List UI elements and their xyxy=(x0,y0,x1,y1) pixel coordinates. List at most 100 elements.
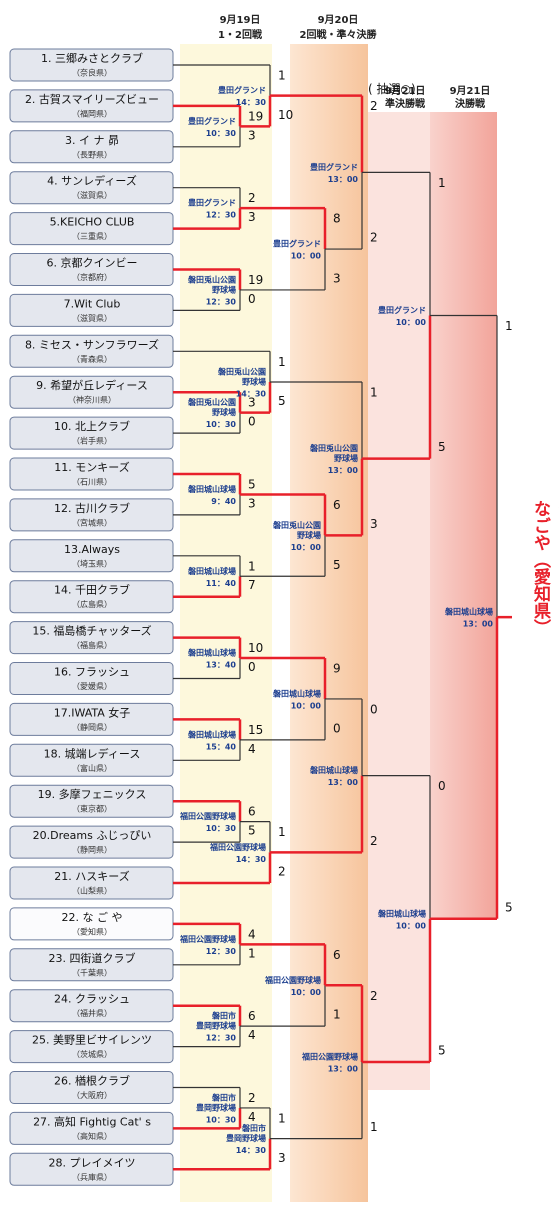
match-time: 14：30 xyxy=(236,855,267,864)
score: 4 xyxy=(248,1110,256,1124)
header-date: 9月19日 xyxy=(220,14,261,26)
team-name: 6. 京都クインビー xyxy=(47,256,138,270)
team-pref: （大阪府） xyxy=(72,1090,112,1100)
team-pref: （石川県） xyxy=(72,478,112,487)
score: 5 xyxy=(248,824,256,838)
team-name: 23. 四街道クラブ xyxy=(49,951,136,965)
venue: 磐田兎山公園 xyxy=(310,443,358,453)
match-time: 14：30 xyxy=(236,98,267,107)
team-pref: （京都府） xyxy=(72,272,112,282)
team-pref: （千葉県） xyxy=(72,967,112,977)
match-time: 12：30 xyxy=(206,211,237,220)
venue: 福田公園野球場 xyxy=(264,975,321,985)
score: 3 xyxy=(248,496,256,510)
match-time: 10：30 xyxy=(206,420,237,429)
venue: 磐田城山球場 xyxy=(188,566,236,576)
team-pref: （愛知県） xyxy=(72,926,112,936)
team-pref: （静岡県） xyxy=(72,722,112,732)
team-name: 25. 美野里ビサイレンツ xyxy=(32,1034,152,1047)
score: 1 xyxy=(248,946,256,960)
team-pref: （広島県） xyxy=(72,599,112,609)
venue: 磐田城山球場 xyxy=(310,765,358,775)
score: 2 xyxy=(370,834,378,848)
team-pref: （福井県） xyxy=(72,1008,112,1018)
match-time: 12：30 xyxy=(206,1034,237,1043)
venue: 豊田グランド xyxy=(188,116,236,126)
team-name: 19. 多摩フェニックス xyxy=(38,787,147,801)
venue: 野球場 xyxy=(297,530,321,540)
team-name: 24. クラッシュ xyxy=(54,993,130,1006)
score: 6 xyxy=(248,1009,256,1023)
venue: 磐田市 xyxy=(212,1092,236,1102)
venue: 磐田兎山公園 xyxy=(188,274,236,284)
team-name: 12. 古川クラブ xyxy=(54,501,130,515)
team-pref: （福島県） xyxy=(72,640,112,650)
score: 5 xyxy=(278,394,286,408)
score: 19 xyxy=(248,273,263,287)
score: 1 xyxy=(370,385,378,399)
score: 3 xyxy=(248,396,256,410)
header-date: 9月21日 xyxy=(450,85,491,97)
header-round: 決勝戦 xyxy=(455,97,486,110)
venue: 福田公園野球場 xyxy=(179,934,236,944)
team-pref: （滋賀県） xyxy=(72,190,112,200)
score: 3 xyxy=(333,271,341,285)
match-time: 12：30 xyxy=(206,297,237,306)
match-time: 10：00 xyxy=(396,318,427,327)
venue: 福田公園野球場 xyxy=(301,1051,358,1061)
score: 2 xyxy=(278,865,286,879)
score: 3 xyxy=(370,517,378,531)
day1-band xyxy=(180,44,272,1202)
match-time: 12：30 xyxy=(206,947,237,956)
match-time: 13：00 xyxy=(328,778,359,787)
team-name: 11. モンキーズ xyxy=(54,460,129,474)
score: 3 xyxy=(248,210,256,224)
team-pref: （富山県） xyxy=(72,763,112,773)
score: 5 xyxy=(248,478,256,492)
venue: 磐田城山球場 xyxy=(378,908,426,918)
semi-band xyxy=(368,112,430,1090)
match-time: 10：00 xyxy=(291,252,322,261)
match-time: 13：00 xyxy=(328,466,359,475)
header-round: 2回戦・準々決勝 xyxy=(300,28,378,41)
team-pref: （奈良県） xyxy=(72,68,112,78)
venue: 野球場 xyxy=(242,376,266,386)
team-name: 22. な ご や xyxy=(62,910,123,924)
match-time: 10：30 xyxy=(206,129,237,138)
team-name: 2. 古賀スマイリーズビュー xyxy=(25,92,159,106)
venue: 磐田城山球場 xyxy=(188,484,236,494)
team-name: 4. サンレディーズ xyxy=(47,174,137,188)
team-pref: （神奈川県） xyxy=(68,395,116,405)
venue: 豊岡野球場 xyxy=(196,1021,236,1031)
score: 6 xyxy=(333,498,341,512)
score: 10 xyxy=(248,641,263,655)
team-name: 1. 三郷みさとクラブ xyxy=(41,51,143,65)
score: 4 xyxy=(248,742,256,756)
score: 1 xyxy=(278,825,286,839)
team-pref: （埼玉県） xyxy=(72,558,112,568)
score: 3 xyxy=(248,128,256,142)
header-date: 9月20日 xyxy=(318,14,359,26)
match-time: 10：00 xyxy=(291,988,322,997)
venue: 豊田グランド xyxy=(218,85,266,95)
score: 9 xyxy=(333,662,341,676)
team-name: 8. ミセス・サンフラワーズ xyxy=(25,337,159,351)
team-name: 15. 福島橋チャッターズ xyxy=(32,624,151,638)
score: 0 xyxy=(248,292,256,306)
team-pref: （岩手県） xyxy=(72,436,112,446)
champion: 優勝 なごや（愛知県） xyxy=(528,500,559,656)
score: 0 xyxy=(248,660,256,674)
team-pref: （高知県） xyxy=(72,1131,112,1141)
score: 2 xyxy=(370,989,378,1003)
venue: 磐田市 xyxy=(242,1123,266,1133)
venue: 福田公園野球場 xyxy=(209,842,266,852)
venue: 野球場 xyxy=(212,407,236,417)
score: 2 xyxy=(248,1091,256,1105)
score: 2 xyxy=(370,99,378,113)
team-name: 27. 高知 Fightig Cat' s xyxy=(33,1114,151,1128)
venue: 野球場 xyxy=(212,284,236,294)
team-pref: （福岡県） xyxy=(72,109,112,118)
champion-label: 優勝 xyxy=(555,500,559,534)
match-time: 13：00 xyxy=(328,175,359,184)
